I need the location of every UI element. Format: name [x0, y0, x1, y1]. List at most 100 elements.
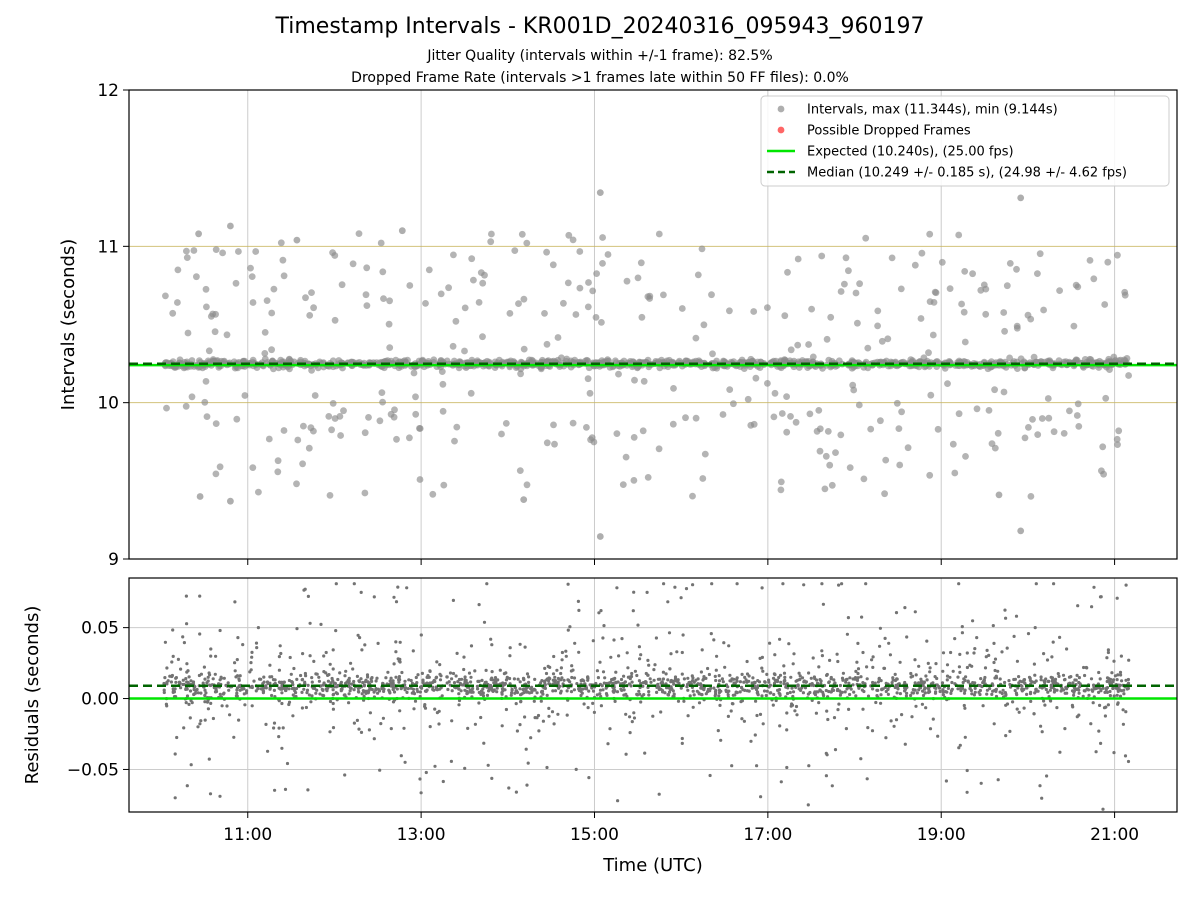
interval-point — [1038, 415, 1046, 422]
interval-point — [938, 258, 946, 266]
residual-point — [569, 669, 574, 673]
interval-point — [311, 392, 319, 399]
residual-point — [521, 688, 525, 692]
residual-point — [1014, 614, 1019, 618]
residual-point — [719, 689, 723, 693]
residual-point — [414, 675, 418, 680]
interval-point — [709, 350, 716, 358]
interval-point — [783, 428, 791, 436]
residual-point — [312, 659, 316, 664]
residual-point — [171, 687, 175, 691]
residual-point — [188, 689, 193, 693]
residual-point — [433, 764, 437, 768]
residual-point — [484, 668, 488, 673]
residual-point — [389, 727, 393, 731]
residual-point — [928, 670, 932, 674]
residual-point — [638, 657, 642, 661]
residual-point — [717, 679, 722, 683]
residual-point — [314, 672, 318, 676]
residual-point — [1062, 678, 1067, 682]
residual-point — [493, 678, 497, 682]
residual-point — [844, 727, 849, 731]
residual-point — [545, 677, 550, 681]
residual-point — [399, 754, 403, 758]
residual-point — [355, 674, 359, 679]
residual-point — [820, 649, 824, 653]
residual-point — [913, 688, 917, 692]
residual-point — [1093, 687, 1097, 691]
interval-point — [379, 398, 386, 406]
residual-point — [819, 679, 823, 683]
interval-point — [274, 468, 282, 476]
interval-point — [205, 347, 213, 355]
residual-point — [879, 693, 883, 697]
interval-point — [328, 426, 335, 434]
residual-point — [1111, 678, 1116, 682]
residual-point — [283, 787, 288, 792]
residual-point — [163, 640, 167, 644]
interval-point — [429, 490, 437, 498]
interval-point — [439, 380, 447, 388]
interval-point — [195, 230, 203, 238]
residual-point — [375, 676, 379, 680]
interval-point — [211, 328, 219, 336]
residual-point — [1040, 730, 1044, 734]
residual-point — [843, 690, 847, 694]
residual-point — [923, 687, 927, 691]
interval-point — [884, 335, 892, 343]
interval-point — [280, 272, 288, 280]
residual-point — [418, 690, 422, 694]
interval-point — [771, 389, 779, 397]
x-axis-label: Time (UTC) — [602, 855, 703, 876]
residual-point — [207, 757, 211, 761]
interval-point — [587, 436, 594, 444]
residual-point — [181, 635, 185, 639]
residual-points — [162, 582, 1131, 811]
residual-point — [691, 689, 695, 693]
legend-marker-intervals — [777, 105, 785, 113]
residual-point — [412, 707, 416, 711]
residual-point — [261, 691, 265, 695]
residual-point — [949, 650, 953, 655]
interval-point — [824, 428, 832, 435]
residual-point — [264, 722, 268, 727]
chart-title: Timestamp Intervals - KR001D_20240316_09… — [275, 14, 925, 39]
interval-point — [1070, 322, 1078, 330]
interval-point — [1017, 194, 1025, 202]
interval-point — [895, 425, 903, 432]
interval-point — [1003, 282, 1011, 290]
residual-point — [702, 688, 706, 692]
interval-point — [638, 313, 646, 321]
residual-point — [701, 678, 705, 682]
residual-point — [450, 677, 454, 681]
residual-point — [1015, 707, 1019, 711]
residual-point — [317, 675, 321, 679]
interval-point — [821, 485, 829, 493]
residual-point — [637, 689, 641, 693]
interval-point — [326, 492, 334, 499]
residual-point — [324, 671, 328, 675]
residual-point — [895, 691, 899, 695]
residual-point — [277, 735, 281, 739]
residual-point — [914, 673, 918, 677]
residual-point — [669, 680, 673, 684]
residual-point — [572, 688, 577, 692]
residual-point — [199, 719, 203, 723]
interval-point — [479, 279, 487, 287]
residual-point — [492, 681, 496, 685]
residual-point — [457, 687, 461, 691]
interval-point — [726, 307, 733, 315]
interval-point — [852, 289, 860, 297]
interval-point — [586, 389, 594, 397]
interval-point — [445, 284, 452, 292]
residual-point — [971, 619, 975, 623]
interval-point — [560, 299, 567, 307]
residual-point — [756, 684, 760, 688]
interval-point — [918, 249, 926, 257]
residual-point — [963, 706, 967, 710]
residual-point — [680, 672, 684, 676]
interval-point — [520, 295, 528, 303]
residual-point — [185, 784, 189, 788]
interval-point — [1090, 275, 1098, 283]
interval-point — [449, 342, 457, 350]
